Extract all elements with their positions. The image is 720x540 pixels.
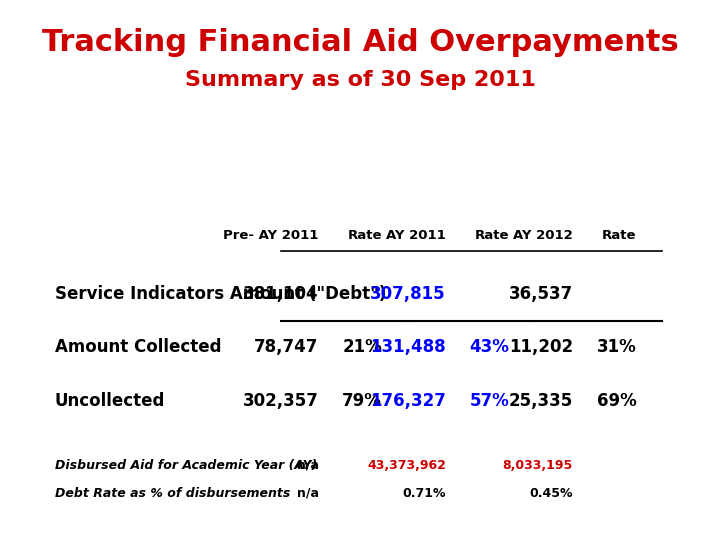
Text: 43,373,962: 43,373,962 [367, 458, 446, 471]
Text: 21%: 21% [343, 339, 382, 356]
Text: 176,327: 176,327 [370, 392, 446, 410]
Text: 78,747: 78,747 [254, 339, 319, 356]
Text: n/a: n/a [297, 458, 319, 471]
Text: 381,104: 381,104 [243, 285, 319, 303]
Text: Summary as of 30 Sep 2011: Summary as of 30 Sep 2011 [184, 70, 536, 90]
Text: Rate: Rate [602, 229, 636, 242]
Text: 69%: 69% [597, 392, 636, 410]
Text: 57%: 57% [469, 392, 509, 410]
Text: 31%: 31% [597, 339, 636, 356]
Text: 11,202: 11,202 [509, 339, 573, 356]
Text: 36,537: 36,537 [509, 285, 573, 303]
Text: Debt Rate as % of disbursements: Debt Rate as % of disbursements [55, 487, 290, 500]
Text: 307,815: 307,815 [370, 285, 446, 303]
Text: AY 2012: AY 2012 [513, 229, 573, 242]
Text: Rate: Rate [475, 229, 509, 242]
Text: 302,357: 302,357 [243, 392, 319, 410]
Text: Rate: Rate [348, 229, 382, 242]
Text: Uncollected: Uncollected [55, 392, 166, 410]
Text: AY 2011: AY 2011 [386, 229, 446, 242]
Text: 25,335: 25,335 [509, 392, 573, 410]
Text: 131,488: 131,488 [370, 339, 446, 356]
Text: 79%: 79% [343, 392, 382, 410]
Text: Disbursed Aid for Academic Year (AY): Disbursed Aid for Academic Year (AY) [55, 458, 318, 471]
Text: Amount Collected: Amount Collected [55, 339, 221, 356]
Text: Tracking Financial Aid Overpayments: Tracking Financial Aid Overpayments [42, 29, 678, 57]
Text: 43%: 43% [469, 339, 509, 356]
Text: 8,033,195: 8,033,195 [503, 458, 573, 471]
Text: Pre- AY 2011: Pre- AY 2011 [223, 229, 319, 242]
Text: 0.45%: 0.45% [529, 487, 573, 500]
Text: 0.71%: 0.71% [402, 487, 446, 500]
Text: n/a: n/a [297, 487, 319, 500]
Text: Service Indicators Amount ("Debt"): Service Indicators Amount ("Debt") [55, 285, 386, 303]
